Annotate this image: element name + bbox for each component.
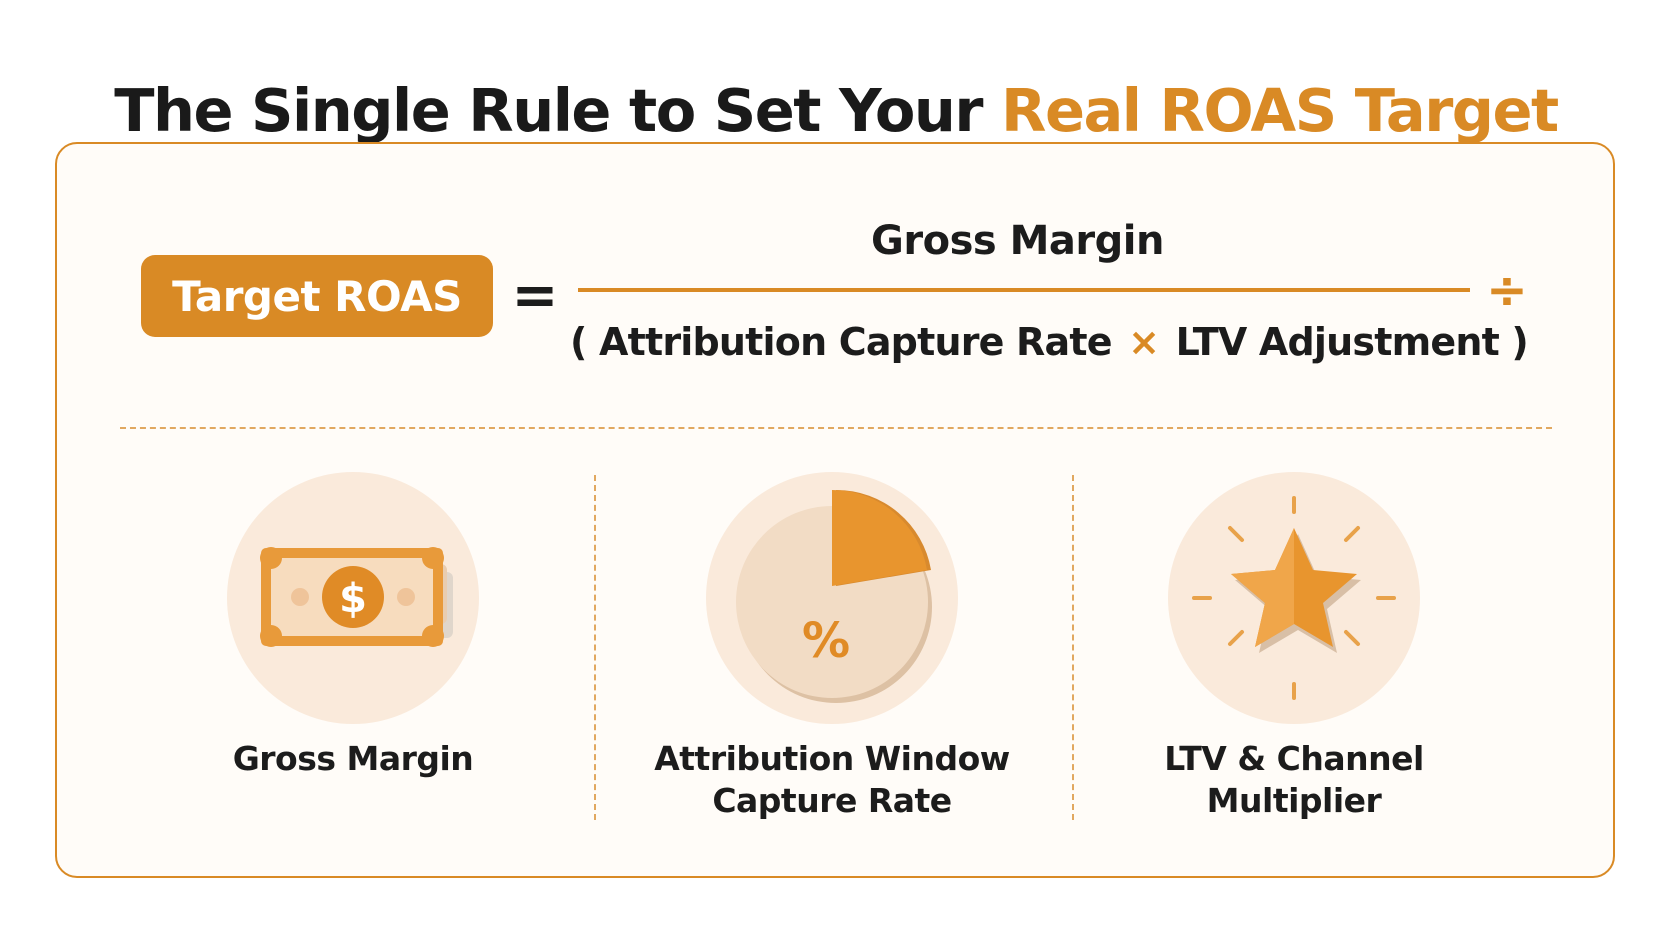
page-title: The Single Rule to Set Your Real ROAS Ta…: [0, 76, 1672, 145]
column-divider: [594, 475, 596, 820]
denominator-term-ltv: LTV Adjustment: [1175, 320, 1500, 364]
formula-denominator: ( Attribution Capture Rate × LTV Adjustm…: [570, 320, 1529, 364]
factor-label-line1: Attribution Window: [654, 739, 1010, 778]
gross-margin-icon-circle: $: [227, 472, 479, 724]
factor-label-attribution: Attribution Window Capture Rate: [622, 738, 1042, 822]
dollar-glyph: $: [339, 576, 367, 622]
multiply-sign: ×: [1128, 320, 1160, 364]
factor-label-line2: Multiplier: [1206, 781, 1382, 820]
title-prefix: The Single Rule to Set Your: [114, 75, 983, 145]
attribution-icon-circle: %: [706, 472, 958, 724]
divide-icon: ÷: [1486, 261, 1528, 319]
denominator-term-capture-rate: Attribution Capture Rate: [599, 320, 1112, 364]
column-divider: [1072, 475, 1074, 820]
percent-glyph: %: [802, 613, 850, 669]
factor-label-line1: Gross Margin: [232, 739, 474, 778]
ltv-icon-circle: [1168, 472, 1420, 724]
factor-label-ltv: LTV & Channel Multiplier: [1084, 738, 1504, 822]
equals-sign: =: [511, 262, 559, 328]
formula-numerator: Gross Margin: [871, 218, 1164, 264]
pie-chart-percent-icon: %: [736, 489, 932, 703]
section-divider: [120, 427, 1552, 429]
factor-label-line2: Capture Rate: [712, 781, 952, 820]
fraction-bar: [578, 288, 1470, 292]
factor-label-line1: LTV & Channel: [1164, 739, 1424, 778]
factor-label-gross-margin: Gross Margin: [143, 738, 563, 780]
dollar-bill-icon: $: [260, 547, 453, 647]
target-roas-badge: Target ROAS: [141, 255, 493, 337]
title-highlight: Real ROAS Target: [1001, 75, 1559, 145]
star-burst-icon: [1192, 496, 1396, 700]
open-paren: (: [570, 320, 587, 364]
close-paren: ): [1511, 320, 1528, 364]
